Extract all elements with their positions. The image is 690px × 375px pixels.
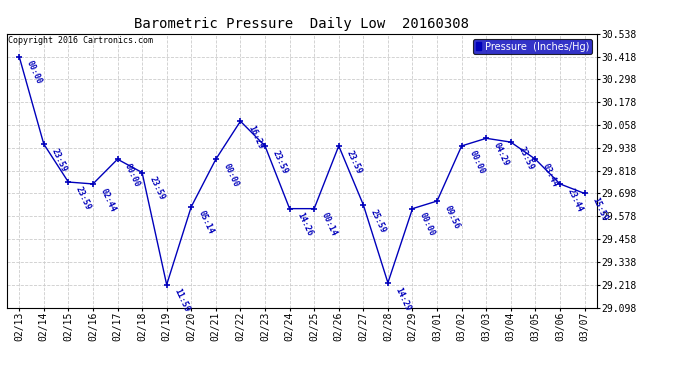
Text: 00:00: 00:00: [221, 162, 240, 189]
Text: 16:29: 16:29: [246, 124, 265, 150]
Text: 23:59: 23:59: [74, 185, 92, 211]
Text: 14:29: 14:29: [393, 286, 412, 312]
Text: 09:56: 09:56: [442, 204, 462, 230]
Text: 00:00: 00:00: [418, 211, 437, 238]
Text: 04:29: 04:29: [492, 141, 511, 168]
Text: 25:59: 25:59: [369, 208, 388, 234]
Text: 23:59: 23:59: [516, 145, 535, 171]
Text: 00:14: 00:14: [319, 211, 338, 238]
Text: 14:26: 14:26: [295, 211, 314, 238]
Text: 23:44: 23:44: [566, 187, 584, 213]
Text: 03:44: 03:44: [541, 162, 560, 189]
Text: 23:59: 23:59: [49, 147, 68, 173]
Text: 02:44: 02:44: [99, 187, 117, 213]
Text: 23:59: 23:59: [344, 149, 363, 175]
Text: 11:59: 11:59: [172, 288, 191, 314]
Legend: Pressure  (Inches/Hg): Pressure (Inches/Hg): [473, 39, 592, 54]
Text: Copyright 2016 Cartronics.com: Copyright 2016 Cartronics.com: [8, 36, 153, 45]
Text: 05:14: 05:14: [197, 210, 215, 236]
Text: 15:59: 15:59: [590, 196, 609, 223]
Text: 23:59: 23:59: [148, 175, 166, 202]
Text: 00:00: 00:00: [467, 149, 486, 175]
Text: 00:00: 00:00: [25, 59, 43, 86]
Text: 00:00: 00:00: [123, 162, 141, 189]
Text: 23:59: 23:59: [270, 149, 289, 175]
Title: Barometric Pressure  Daily Low  20160308: Barometric Pressure Daily Low 20160308: [135, 17, 469, 31]
